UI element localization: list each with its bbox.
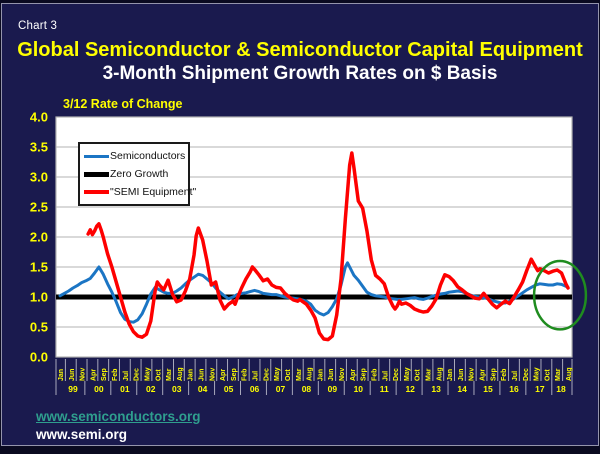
x-axis-year-label: 03: [172, 384, 182, 394]
x-axis-month-label: May: [534, 367, 541, 381]
x-axis-month-label: May: [144, 367, 151, 381]
x-axis-month-label: Dec: [263, 368, 270, 381]
series--semi-equipment-: [86, 151, 570, 342]
legend-item-semiconductors: Semiconductors: [84, 150, 186, 162]
page-title: Global Semiconductor & Semiconductor Cap…: [17, 39, 583, 61]
x-axis-year-label: 17: [535, 384, 545, 394]
x-axis-year-label: 10: [354, 384, 364, 394]
legend-label: Zero Growth: [110, 168, 169, 180]
x-axis-year-label: 07: [276, 384, 286, 394]
x-axis-month-label: Sep: [361, 368, 368, 381]
legend-label: "SEMI Equipment": [110, 186, 197, 198]
x-axis-year-label: 05: [224, 384, 234, 394]
x-axis-year-label: 09: [328, 384, 338, 394]
x-axis-month-label: Dec: [523, 368, 530, 381]
x-axis-month-label: Oct: [285, 369, 292, 381]
chart-title: 3/12 Rate of Change: [63, 97, 183, 111]
x-axis-year-label: 99: [68, 384, 78, 394]
chart-legend: Semiconductors Zero Growth "SEMI Equipme…: [78, 142, 196, 206]
x-axis-month-label: Jan: [447, 369, 454, 381]
x-axis-month-label: Jul: [382, 371, 389, 381]
x-axis-month-label: Oct: [544, 369, 551, 381]
highlight-ellipse: [532, 259, 588, 331]
x-axis-year-label: 01: [120, 384, 130, 394]
chart-number-label: Chart 3: [18, 20, 58, 32]
slide: Chart 3 Global Semiconductor & Semicondu…: [1, 3, 599, 446]
x-axis-month-label: Jun: [199, 369, 206, 381]
x-axis-month-label: Nov: [469, 368, 476, 381]
x-axis-year-label: 18: [556, 384, 566, 394]
x-axis-year-label: 08: [302, 384, 312, 394]
semi-org-link[interactable]: www.semi.org: [36, 427, 128, 442]
x-axis-month-label: Mar: [166, 368, 173, 381]
x-axis-month-label: Feb: [242, 369, 249, 381]
legend-swatch-semiconductors: [84, 154, 109, 158]
x-axis-month-label: Sep: [101, 368, 108, 381]
x-axis-month-label: Aug: [436, 367, 443, 381]
x-axis-month-label: Oct: [155, 369, 162, 381]
x-axis-month-label: Dec: [134, 368, 141, 381]
x-axis-month-label: Dec: [393, 368, 400, 381]
x-axis-year-label: 06: [250, 384, 260, 394]
y-axis-label: 3.0: [30, 170, 48, 185]
y-axis-label: 2.5: [30, 200, 48, 215]
x-axis-month-label: Mar: [425, 368, 432, 381]
page-subtitle: 3-Month Shipment Growth Rates on $ Basis: [102, 63, 498, 84]
x-axis-month-label: Aug: [566, 367, 573, 381]
x-axis-month-label: Mar: [555, 368, 562, 381]
y-axis-label: 1.0: [30, 290, 48, 305]
legend-swatch-semi-equipment: [84, 190, 109, 194]
x-axis-month-label: Aug: [177, 367, 184, 381]
x-axis-year-label: 02: [146, 384, 156, 394]
x-axis-month-label: Apr: [350, 369, 357, 381]
x-axis-month-label: Jan: [58, 369, 65, 381]
x-axis-month-label: Jun: [328, 369, 335, 381]
x-axis-year-label: 15: [483, 384, 493, 394]
legend-item-semi-equipment: "SEMI Equipment": [84, 186, 196, 198]
x-axis-month-label: Nov: [209, 368, 216, 381]
x-axis-year-label: 13: [431, 384, 441, 394]
y-axis-label: 3.5: [30, 140, 48, 155]
x-axis-month-label: Oct: [415, 369, 422, 381]
x-axis-month-label: Aug: [307, 367, 314, 381]
x-axis-month-label: Jul: [512, 371, 519, 381]
x-axis-year-label: 12: [405, 384, 415, 394]
semiconductors-org-link[interactable]: www.semiconductors.org: [36, 409, 201, 424]
x-axis-month-label: May: [404, 367, 411, 381]
y-axis-label: 1.5: [30, 260, 48, 275]
y-axis-label: 0.5: [30, 320, 48, 335]
x-axis-year-label: 16: [509, 384, 519, 394]
x-axis-month-label: Feb: [112, 369, 119, 381]
x-axis-month-label: Jun: [458, 369, 465, 381]
x-axis-year-label: 11: [380, 384, 389, 394]
x-axis-month-label: Jul: [123, 371, 130, 381]
x-axis-month-label: Sep: [231, 368, 238, 381]
x-axis-month-label: Jul: [253, 371, 260, 381]
legend-swatch-zero-growth: [84, 171, 109, 177]
x-axis-month-label: Jan: [317, 369, 324, 381]
x-axis-month-label: Apr: [90, 369, 97, 381]
x-axis-month-label: Jan: [188, 369, 195, 381]
legend-label: Semiconductors: [110, 150, 186, 162]
x-axis-month-label: Sep: [490, 368, 497, 381]
x-axis-month-label: Apr: [220, 369, 227, 381]
y-axis-label: 4.0: [30, 110, 48, 125]
y-axis-label: 2.0: [30, 230, 48, 245]
x-axis-year-label: 04: [198, 384, 208, 394]
legend-item-zero-growth: Zero Growth: [84, 168, 184, 180]
y-axis-label: 0.0: [30, 350, 48, 365]
x-axis-month-label: Nov: [339, 368, 346, 381]
x-axis-month-label: Jun: [69, 369, 76, 381]
x-axis-month-label: Feb: [501, 369, 508, 381]
x-axis-month-label: Feb: [371, 369, 378, 381]
x-axis-month-label: Apr: [480, 369, 487, 381]
x-axis-year-label: 14: [457, 384, 467, 394]
x-axis-month-label: Nov: [80, 368, 87, 381]
x-axis-year-label: 00: [94, 384, 104, 394]
x-axis-month-label: Mar: [296, 368, 303, 381]
x-axis-month-label: May: [274, 367, 281, 381]
series-semiconductors: [58, 261, 570, 324]
